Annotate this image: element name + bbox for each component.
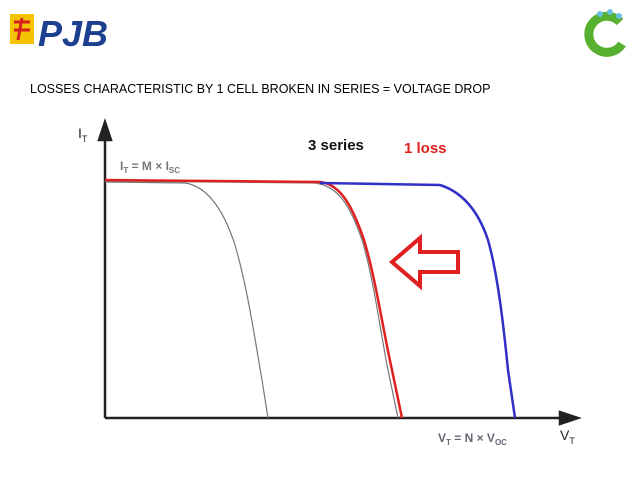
text-part: T: [446, 438, 451, 447]
text-part: I: [120, 159, 123, 173]
axes: [97, 118, 582, 426]
text-part: I: [78, 125, 82, 141]
loss-label: 1 loss: [404, 140, 447, 157]
text-part: = M × I: [128, 159, 169, 173]
text-part: = N × V: [451, 431, 495, 445]
text-part: V: [438, 431, 446, 445]
text-part: T: [123, 166, 128, 175]
x-arrow: [558, 410, 582, 426]
arrow: [388, 233, 460, 291]
ring: [584, 11, 626, 57]
text-part: T: [569, 436, 575, 446]
curve-gray-overlap: [104, 180, 399, 419]
voltage-formula: VT = N × VOC: [438, 431, 507, 447]
current-formula: IT = M × ISC: [120, 159, 180, 175]
text-part: V: [560, 427, 570, 443]
curve-gray: [104, 181, 269, 419]
series-label: 3 series: [308, 137, 364, 154]
slide-title: LOSSES CHARACTERISTIC BY 1 CELL BROKEN I…: [30, 82, 490, 96]
dot: [607, 9, 613, 15]
text-part: OC: [495, 438, 507, 447]
logo: PJB: [10, 13, 108, 54]
x-axis-label: VT: [560, 427, 575, 446]
y-arrow: [97, 118, 113, 142]
text-part: T: [82, 134, 88, 144]
dot: [597, 11, 603, 17]
curve-red: [104, 178, 404, 419]
logo-bolt: [14, 17, 30, 41]
text-part: SC: [169, 166, 180, 175]
y-axis-label: IT: [78, 125, 88, 144]
logo-text: PJB: [38, 13, 108, 54]
curve-blue: [319, 181, 517, 419]
dot: [616, 13, 622, 19]
right-logo: [584, 9, 626, 57]
